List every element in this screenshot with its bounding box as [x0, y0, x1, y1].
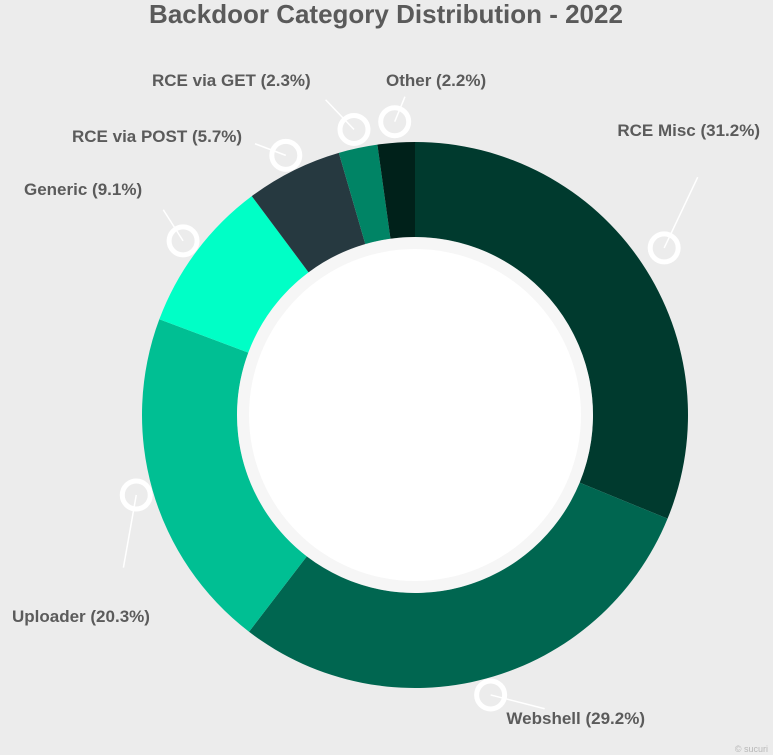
- slices-group: [142, 142, 689, 688]
- slice-marker-3: [119, 478, 153, 512]
- slice-marker-2: [474, 678, 508, 712]
- slice-marker-1: [647, 231, 681, 265]
- slice-marker-5: [269, 138, 303, 172]
- slice-marker-6: [337, 112, 371, 146]
- slice-2: [249, 482, 668, 688]
- slice-4: [159, 196, 309, 353]
- slice-label-7: Other (2.2%): [386, 71, 486, 90]
- slice-marker-7: [378, 105, 412, 139]
- slice-label-5: RCE via POST (5.7%): [72, 127, 242, 146]
- slice-label-2: Webshell (29.2%): [506, 709, 645, 728]
- slice-7: [377, 142, 415, 239]
- slice-3: [142, 319, 307, 632]
- slice-label-3: Uploader (20.3%): [12, 607, 150, 626]
- slice-5: [251, 152, 366, 273]
- leader-line-4: [162, 209, 184, 242]
- slice-label-6: RCE via GET (2.3%): [152, 71, 311, 90]
- slice-label-1: RCE Misc (31.2%): [617, 121, 760, 140]
- chart-title: Backdoor Category Distribution - 2022: [149, 0, 623, 29]
- slice-labels-group: RCE Misc (31.2%) Webshell (29.2%) Uploader…: [12, 71, 760, 728]
- leader-line-6: [325, 99, 355, 130]
- slice-1: [415, 142, 689, 519]
- slice-6: [338, 144, 391, 245]
- watermark: © sucuri: [735, 744, 768, 754]
- leader-lines-group: [119, 96, 699, 712]
- slice-marker-4: [166, 224, 200, 258]
- leader-line-2: [490, 694, 545, 710]
- slice-label-4: Generic (9.1%): [24, 180, 142, 199]
- donut-hole: [249, 249, 581, 581]
